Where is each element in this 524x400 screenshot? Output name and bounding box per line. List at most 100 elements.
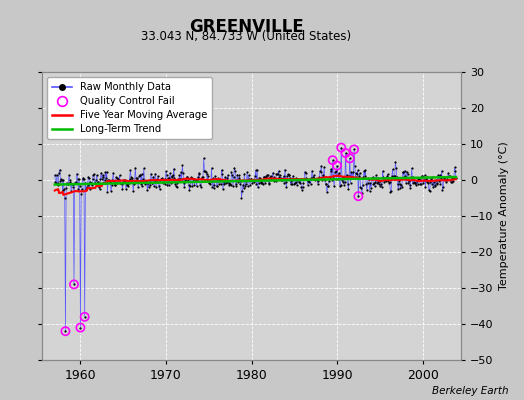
Point — [347, 169, 355, 175]
Point — [220, 181, 228, 188]
Point — [354, 193, 363, 199]
Point — [452, 175, 460, 182]
Point — [194, 170, 203, 177]
Point — [376, 178, 384, 185]
Point — [297, 176, 305, 183]
Point — [302, 175, 311, 182]
Point — [135, 172, 144, 178]
Point — [171, 181, 179, 187]
Point — [420, 177, 428, 183]
Point — [163, 182, 171, 188]
Point — [180, 180, 188, 186]
Point — [170, 175, 179, 181]
Point — [332, 176, 341, 183]
Point — [283, 171, 292, 178]
Point — [329, 157, 337, 163]
Point — [358, 182, 367, 188]
Point — [106, 178, 115, 184]
Point — [73, 176, 82, 182]
Point — [281, 166, 289, 173]
Point — [254, 180, 263, 186]
Point — [123, 182, 131, 188]
Point — [52, 180, 60, 187]
Point — [258, 180, 266, 186]
Point — [418, 172, 427, 179]
Text: GREENVILLE: GREENVILLE — [189, 18, 303, 36]
Point — [88, 182, 96, 188]
Point — [287, 178, 296, 184]
Point — [184, 176, 192, 183]
Point — [424, 179, 432, 186]
Point — [389, 174, 398, 181]
Point — [315, 174, 323, 180]
Point — [342, 174, 351, 180]
Point — [400, 174, 408, 180]
Point — [217, 166, 226, 173]
Point — [365, 176, 373, 182]
Point — [137, 180, 145, 187]
Point — [341, 150, 350, 156]
Point — [305, 175, 314, 182]
Point — [386, 179, 394, 185]
Point — [121, 177, 129, 184]
Point — [364, 180, 372, 186]
Point — [309, 174, 317, 181]
Point — [343, 181, 352, 187]
Point — [137, 171, 146, 177]
Point — [128, 177, 137, 184]
Point — [361, 173, 369, 180]
Point — [154, 173, 162, 179]
Point — [61, 328, 70, 334]
Point — [162, 168, 170, 175]
Point — [269, 170, 277, 176]
Point — [245, 175, 254, 182]
Point — [325, 175, 334, 181]
Point — [235, 172, 244, 178]
Point — [378, 184, 386, 190]
Point — [179, 169, 187, 176]
Point — [351, 163, 359, 170]
Point — [69, 184, 78, 190]
Point — [313, 180, 322, 187]
Point — [125, 180, 133, 186]
Point — [205, 179, 214, 186]
Point — [280, 180, 288, 186]
Point — [379, 174, 387, 180]
Point — [319, 174, 328, 180]
Point — [107, 188, 115, 195]
Point — [430, 179, 438, 185]
Point — [145, 177, 154, 183]
Point — [241, 183, 249, 189]
Point — [345, 172, 353, 179]
Point — [89, 172, 97, 178]
Point — [134, 184, 143, 190]
Point — [101, 169, 110, 175]
Point — [195, 169, 204, 176]
Point — [192, 177, 200, 183]
Point — [101, 176, 109, 183]
Point — [155, 186, 163, 192]
Point — [110, 178, 118, 184]
Point — [254, 184, 262, 191]
Point — [410, 179, 418, 185]
Point — [58, 177, 66, 184]
Point — [168, 174, 177, 180]
Point — [236, 178, 245, 185]
Point — [377, 181, 385, 187]
Point — [312, 176, 321, 182]
Point — [439, 183, 447, 190]
Point — [418, 173, 426, 180]
Point — [256, 174, 264, 181]
Point — [223, 175, 232, 181]
Point — [423, 174, 432, 180]
Point — [206, 178, 215, 184]
Point — [177, 169, 185, 175]
Point — [408, 165, 416, 171]
Point — [408, 180, 417, 187]
Point — [440, 175, 448, 181]
Point — [382, 178, 390, 184]
Point — [157, 176, 165, 182]
Point — [351, 174, 359, 180]
Point — [129, 188, 137, 194]
Point — [319, 172, 327, 178]
